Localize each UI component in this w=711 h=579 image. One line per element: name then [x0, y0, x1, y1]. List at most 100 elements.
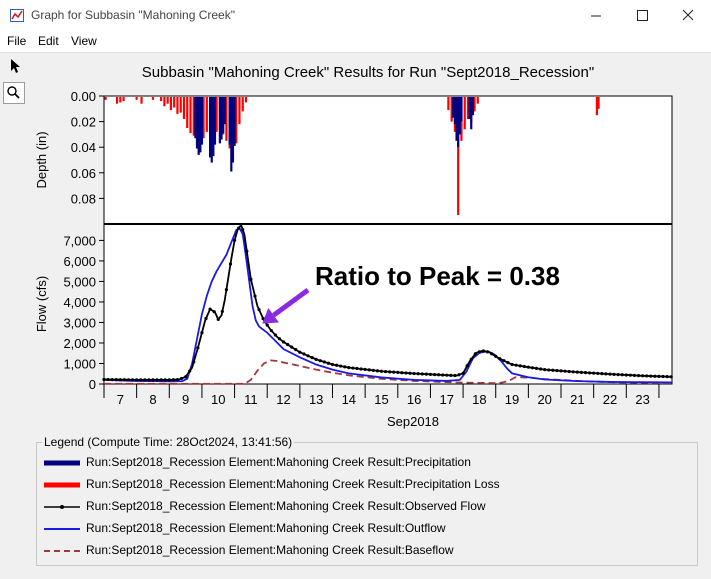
baseflow-swatch: [44, 550, 80, 552]
observed-flow-marker: [396, 370, 400, 375]
precipitation-bar: [457, 97, 460, 148]
depth-tick-label: 0.02: [71, 115, 96, 130]
flow-tick-label: 1,000: [63, 356, 96, 371]
observed-flow-marker: [106, 377, 110, 382]
observed-flow-marker: [457, 373, 461, 377]
precipitation-bar: [231, 97, 235, 163]
observed-flow-marker: [449, 373, 453, 377]
observed-flow-marker: [269, 328, 273, 333]
observed-flow-marker: [665, 375, 669, 379]
precipitation-bar: [468, 97, 471, 120]
observed-flow-marker: [310, 355, 314, 360]
precipitation-bar: [455, 97, 458, 141]
flow-tick-label: 3,000: [63, 315, 96, 330]
observed-flow-marker: [669, 375, 673, 379]
select-tool-button[interactable]: [3, 56, 25, 78]
depth-axis-label: Depth (in): [34, 131, 49, 188]
loss-bar: [163, 97, 166, 107]
loss-bar: [235, 97, 238, 144]
observed-flow-marker: [628, 373, 632, 377]
depth-plot-area: [103, 95, 673, 225]
zoom-magnifier-icon: [7, 86, 20, 99]
observed-flow-marker: [204, 316, 208, 321]
observed-flow-marker: [408, 371, 412, 375]
flow-tick-label: 2,000: [63, 336, 96, 351]
observed-flow-marker: [330, 362, 335, 367]
loss-bar: [151, 97, 155, 100]
loss-bar: [463, 97, 466, 130]
precipitation-swatch: [44, 460, 80, 466]
observed-flow-marker: [543, 368, 547, 372]
flow-axis-label: Flow (cfs): [34, 276, 49, 332]
observed-flow-marker: [539, 367, 543, 371]
close-button[interactable]: [665, 0, 711, 32]
legend-label: Run:Sept2018_Recession Element:Mahoning …: [86, 521, 446, 535]
observed-flow-marker: [526, 365, 530, 369]
legend-label: Run:Sept2018_Recession Element:Mahoning …: [86, 499, 486, 513]
menu-file[interactable]: File: [7, 34, 27, 48]
observed-flow-marker: [441, 373, 445, 377]
observed-flow-marker: [498, 357, 502, 361]
maximize-button[interactable]: [619, 0, 665, 32]
precipitation-bar: [220, 97, 223, 140]
observed-flow-marker: [237, 226, 241, 230]
observed-flow-marker: [192, 360, 196, 364]
observed-flow-marker: [159, 378, 163, 382]
loss-bar: [182, 97, 186, 120]
observed-flow-marker: [200, 331, 204, 335]
observed-flow-marker: [404, 371, 408, 375]
observed-flow-marker: [245, 249, 249, 253]
precipitation-bar: [228, 97, 231, 145]
observed-flow-marker: [587, 371, 592, 375]
observed-flow-marker: [518, 364, 522, 368]
observed-flow-marker: [567, 369, 571, 374]
precipitation-bar: [200, 97, 204, 145]
observed-flow-marker: [367, 368, 371, 372]
observed-flow-marker: [510, 362, 514, 367]
annotation-arrow-head: [262, 307, 279, 324]
loss-bar: [595, 97, 599, 116]
flow-tick-label: 6,000: [63, 254, 96, 269]
loss-bar: [457, 97, 460, 216]
observed-flow-marker: [151, 378, 155, 382]
time-tick-label: 23: [635, 392, 649, 407]
observed-flow-marker: [130, 378, 135, 382]
loss-bar: [597, 97, 600, 109]
time-tick-label: 14: [342, 392, 356, 407]
observed-flow-marker: [322, 360, 326, 364]
precipitation-bar: [230, 97, 233, 172]
precipitation-bar: [218, 97, 221, 144]
time-tick-label: 8: [149, 392, 156, 407]
observed-flow-marker: [155, 378, 159, 382]
window-title: Graph for Subbasin "Mahoning Creek": [31, 8, 235, 22]
observed-flow-marker: [326, 361, 331, 365]
precipitation-bar: [194, 97, 197, 139]
time-tick-label: 16: [407, 392, 421, 407]
observed-flow-marker: [110, 377, 114, 382]
observed-flow-marker: [608, 372, 612, 376]
flow-plot-area: [103, 223, 673, 385]
ratio-to-peak-text: Ratio to Peak = 0.38: [315, 261, 560, 291]
loss-bar: [160, 97, 163, 102]
observed-flow-marker: [375, 369, 379, 373]
observed-flow-marker: [265, 323, 269, 327]
observed-flow-marker: [428, 372, 433, 376]
observed-flow-marker: [102, 377, 106, 382]
loss-bar: [189, 97, 192, 134]
observed-flow-marker: [334, 363, 339, 367]
menu-view[interactable]: View: [71, 34, 97, 48]
observed-flow-marker: [392, 370, 396, 374]
observed-flow-marker: [416, 372, 420, 376]
minimize-button[interactable]: [573, 0, 619, 32]
observed-flow-marker: [571, 370, 575, 374]
zoom-tool-button[interactable]: [3, 82, 25, 104]
observed-flow-swatch: [44, 505, 80, 509]
observed-flow-marker: [114, 378, 118, 382]
menu-edit[interactable]: Edit: [38, 34, 59, 48]
maximize-icon: [637, 10, 648, 21]
observed-flow-marker: [616, 372, 620, 377]
observed-flow-marker: [126, 378, 131, 382]
outflow-line: [103, 227, 673, 384]
observed-flow-marker: [424, 372, 428, 376]
time-tick-label: 18: [472, 392, 486, 407]
